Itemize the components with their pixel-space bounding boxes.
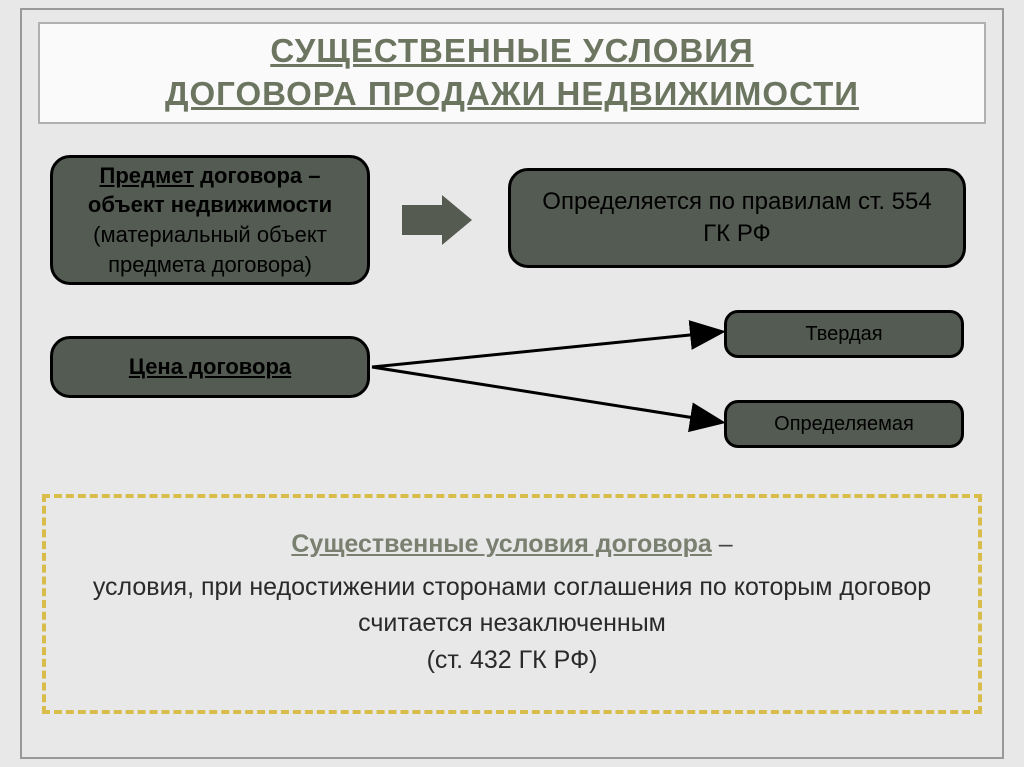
page-title: СУЩЕСТВЕННЫЕ УСЛОВИЯДОГОВОРА ПРОДАЖИ НЕД… [165, 30, 859, 116]
node-firm: Твердая [724, 310, 964, 358]
arrow-block-icon [402, 195, 472, 245]
node-subject: Предмет договора – объект недвижимости (… [50, 155, 370, 285]
price-text: Цена договора [129, 354, 291, 380]
definition-dash: – [712, 530, 733, 558]
subject-line2: объект недвижимости [88, 192, 332, 217]
determinable-text: Определяемая [774, 413, 914, 436]
subject-rest1: договора – [194, 163, 321, 188]
subject-line3: (материальный объект предмета договора) [93, 222, 327, 277]
node-determinable: Определяемая [724, 400, 964, 448]
firm-text: Твердая [805, 323, 882, 346]
subject-underlined: Предмет [100, 163, 194, 188]
definition-box: Существенные условия договора – условия,… [42, 494, 982, 714]
title-box: СУЩЕСТВЕННЫЕ УСЛОВИЯДОГОВОРА ПРОДАЖИ НЕД… [38, 22, 986, 124]
rules-text: Определяется по правилам ст. 554 ГК РФ [527, 186, 947, 251]
node-price: Цена договора [50, 336, 370, 398]
definition-body: условия, при недостижении сторонами согл… [86, 569, 938, 678]
definition-heading: Существенные условия договора [291, 530, 711, 558]
node-rules: Определяется по правилам ст. 554 ГК РФ [508, 168, 966, 268]
